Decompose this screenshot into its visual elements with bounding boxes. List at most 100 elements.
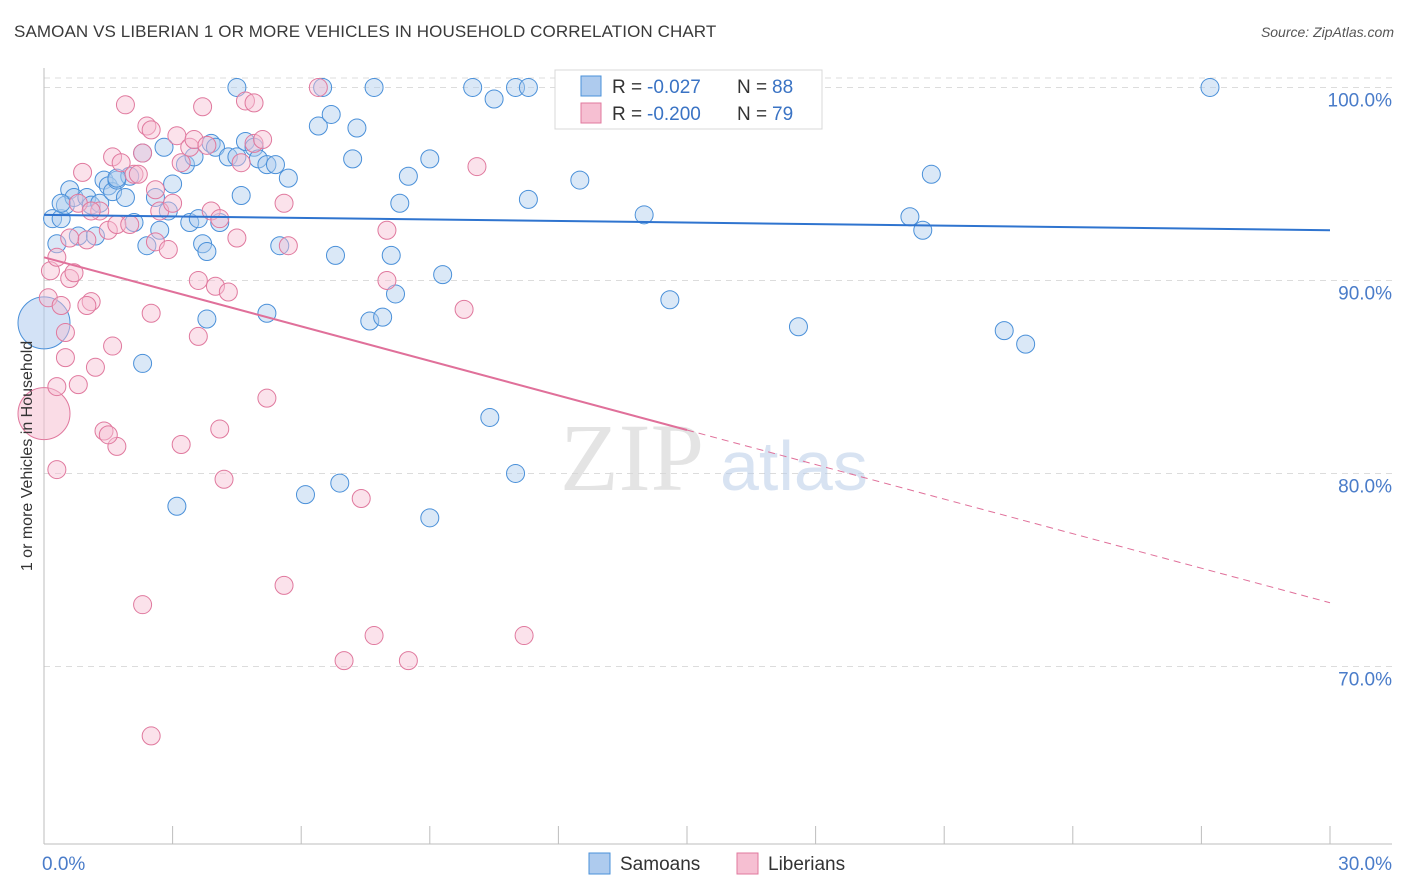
samoans-point [325,245,345,265]
samoans-r-label: R = [612,77,642,98]
liberians-points [17,77,534,746]
liberians-point [163,193,183,213]
liberians-point [77,230,97,250]
samoans-point [150,220,170,240]
liberians-point [253,130,273,150]
legend-liberians-label: Liberians [768,854,845,875]
liberians-point [133,595,153,615]
samoans-point [398,166,418,186]
liberians-trend-extrapolation [686,429,1331,604]
samoans-point [133,353,153,373]
samoans-point [265,155,285,175]
samoans-point [480,407,500,427]
y-tick-label: 100.0% [1328,90,1393,111]
liberians-point [115,95,135,115]
samoans-point [433,265,453,285]
tick-labels: 100.0% 90.0% 80.0% 70.0% 0.0% 30.0% [42,90,1392,875]
samoans-point [47,234,67,254]
samoans-point [313,77,333,97]
liberians-point [141,303,161,323]
samoans-point [484,89,504,109]
samoans-point [227,77,247,97]
liberians-point [514,626,534,646]
samoans-point [1200,77,1220,97]
liberians-point [111,153,131,173]
liberians-point [55,323,75,343]
source-label: Source: ZipAtlas.com [1260,24,1394,40]
samoans-point [1016,334,1036,354]
stats-legend: R = -0.027 N = 88 R = -0.200 N = 79 [554,69,823,130]
liberians-point [141,726,161,746]
trend-lines [43,213,1331,604]
liberians-point [128,164,148,184]
liberians-point [171,434,191,454]
liberians-point [197,135,217,155]
liberians-point [454,299,474,319]
liberians-point [55,348,75,368]
x-tick-label: 30.0% [1338,854,1392,875]
liberians-r-label: R = [612,104,642,125]
samoans-point [788,317,808,337]
samoans-point [184,147,204,167]
samoans-point [518,77,538,97]
samoans-point [197,241,217,261]
samoans-point [634,205,654,225]
liberians-point [210,419,230,439]
liberians-point [278,236,298,256]
legend-liberians-swatch [736,852,759,875]
liberians-point [351,489,371,509]
liberians-point [210,209,230,229]
samoans-point [386,284,406,304]
liberians-point [308,77,328,97]
liberians-r-value: -0.200 [647,104,701,125]
liberians-point [244,93,264,113]
liberians-point [231,153,251,173]
liberians-point [193,97,213,117]
liberians-point [124,164,144,184]
samoans-swatch [580,75,602,97]
samoans-point [660,290,680,310]
samoans-point [364,77,384,97]
watermark: ZIP atlas [560,404,868,511]
watermark-zip: ZIP [560,404,704,511]
samoans-point [570,170,590,190]
samoans-trend-line [43,213,1331,232]
y-axis-label: 1 or more Vehicles in Household [19,341,36,571]
liberians-n-label: N = [737,104,767,125]
liberians-point [274,575,294,595]
liberians-point [171,153,191,173]
liberians-point [133,143,153,163]
samoans-r-value: -0.027 [647,77,701,98]
liberians-point [398,651,418,671]
samoans-point [295,485,315,505]
liberians-point [184,130,204,150]
liberians-point [47,247,67,267]
samoans-point [115,187,135,207]
liberians-point [467,157,487,177]
samoans-n-value: 88 [772,77,793,98]
samoans-point [343,149,363,169]
y-tick-label: 90.0% [1338,283,1392,304]
legend-samoans-label: Samoans [620,854,700,875]
liberians-point [227,228,247,248]
samoans-point [381,245,401,265]
samoans-point [330,473,350,493]
samoans-point [390,193,410,213]
liberians-point [274,193,294,213]
samoans-point [994,321,1014,341]
samoans-point [308,116,328,136]
liberians-point [17,387,71,441]
liberians-point [51,296,71,316]
samoans-point [154,137,174,157]
samoans-point [420,508,440,528]
liberians-point [257,388,277,408]
liberians-point [214,469,234,489]
liberians-point [158,240,178,260]
liberians-point [64,263,84,283]
liberians-point [103,336,123,356]
samoans-point [921,164,941,184]
liberians-point [364,626,384,646]
samoans-point [420,149,440,169]
liberians-point [68,375,88,395]
liberians-point [188,326,208,346]
